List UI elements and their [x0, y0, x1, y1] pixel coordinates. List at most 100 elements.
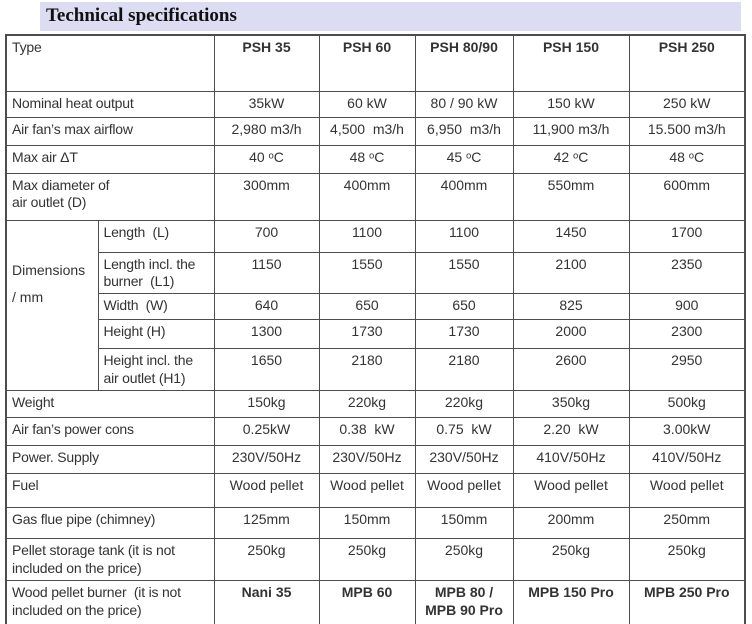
cell-value: 640: [213, 293, 320, 321]
row-label: Air fan’s power cons: [5, 417, 215, 447]
cell-value: 250kg: [213, 538, 320, 581]
row-label: Max air ΔT: [5, 144, 215, 174]
row-label: Pellet storage tank (it is not included …: [5, 538, 215, 581]
table-row: Gas flue pipe (chimney) 125mm 150mm 150m…: [5, 507, 746, 540]
cell-value: 2.20 kW: [512, 417, 630, 447]
cell-value: 350kg: [512, 390, 630, 419]
cell-value: 80 / 90 kW: [414, 90, 514, 118]
table-row: Fuel Wood pellet Wood pellet Wood pellet…: [5, 473, 746, 509]
cell-value: 400mm: [414, 172, 514, 221]
table-row: Nominal heat output 35kW 60 kW 80 / 90 k…: [5, 90, 746, 118]
cell-value: 230V/50Hz: [213, 445, 320, 475]
cell-value: 2100: [512, 251, 630, 295]
cell-value: MPB 250 Pro: [628, 579, 746, 624]
cell-value: 48 ᵒC: [318, 144, 416, 174]
header-product: PSH 35: [213, 34, 320, 92]
cell-value: 1100: [414, 219, 514, 253]
cell-value: 600mm: [628, 172, 746, 221]
cell-value: 1300: [213, 319, 320, 350]
cell-value: 250mm: [628, 507, 746, 540]
cell-value: 1650: [213, 348, 320, 392]
cell-value: 250kg: [628, 538, 746, 581]
header-product: PSH 250: [628, 34, 746, 92]
cell-value: Wood pellet: [512, 473, 630, 509]
cell-value: 150kg: [213, 390, 320, 419]
cell-value: 0.75 kW: [414, 417, 514, 447]
cell-value: 1550: [414, 251, 514, 295]
cell-value: 250kg: [318, 538, 416, 581]
cell-value: 42 ᵒC: [512, 144, 630, 174]
page-title: Technical specifications: [40, 2, 741, 31]
cell-value: 410V/50Hz: [628, 445, 746, 475]
cell-value: 230V/50Hz: [414, 445, 514, 475]
cell-value: 230V/50Hz: [318, 445, 416, 475]
row-label: Gas flue pipe (chimney): [5, 507, 215, 540]
header-product: PSH 150: [512, 34, 630, 92]
header-type-label: Type: [5, 34, 215, 92]
cell-value: 2300: [628, 319, 746, 350]
cell-value: 825: [512, 293, 630, 321]
row-label: Air fan’s max airflow: [5, 116, 215, 146]
dimensions-group-label: Dimensions / mm: [5, 219, 99, 392]
row-label: Wood pellet burner (it is not included o…: [5, 579, 215, 624]
cell-value: 15.500 m3/h: [628, 116, 746, 146]
spec-table: Type PSH 35 PSH 60 PSH 80/90 PSH 150 PSH…: [5, 34, 746, 624]
cell-value: 1730: [414, 319, 514, 350]
cell-value: 150mm: [318, 507, 416, 540]
table-row: Pellet storage tank (it is not included …: [5, 538, 746, 581]
cell-value: 1150: [213, 251, 320, 295]
cell-value: 2950: [628, 348, 746, 392]
cell-value: 250kg: [512, 538, 630, 581]
cell-value: 500kg: [628, 390, 746, 419]
row-label: Fuel: [5, 473, 215, 509]
cell-value: 220kg: [318, 390, 416, 419]
cell-value: 900: [628, 293, 746, 321]
cell-value: MPB 80 / MPB 90 Pro: [414, 579, 514, 624]
cell-value: 2,980 m3/h: [213, 116, 320, 146]
cell-value: 1450: [512, 219, 630, 253]
cell-value: Wood pellet: [318, 473, 416, 509]
table-row: Dimensions / mm Length (L) 700 1100 1100…: [5, 219, 746, 392]
cell-value: 6,950 m3/h: [414, 116, 514, 146]
cell-value: 4,500 m3/h: [318, 116, 416, 146]
cell-value: 11,900 m3/h: [512, 116, 630, 146]
table-row: Wood pellet burner (it is not included o…: [5, 579, 746, 624]
row-label: Max diameter of air outlet (D): [5, 172, 215, 221]
cell-value: 400mm: [318, 172, 416, 221]
cell-value: 300mm: [213, 172, 320, 221]
cell-value: 550mm: [512, 172, 630, 221]
table-row: Air fan’s max airflow 2,980 m3/h 4,500 m…: [5, 116, 746, 146]
row-label: Nominal heat output: [5, 90, 215, 118]
table-row: Width (W) 640 650 650 825 900: [6, 293, 746, 321]
cell-value: Wood pellet: [414, 473, 514, 509]
table-row: Height incl. the air outlet (H1) 1650 21…: [6, 348, 746, 392]
cell-value: 150 kW: [512, 90, 630, 118]
table-row: Max air ΔT 40 ᵒC 48 ᵒC 45 ᵒC 42 ᵒC 48 ᵒC: [5, 144, 746, 174]
cell-value: 0.25kW: [213, 417, 320, 447]
cell-value: 1700: [628, 219, 746, 253]
row-label: Power. Supply: [5, 445, 215, 475]
header-product: PSH 60: [318, 34, 416, 92]
cell-value: Nani 35: [213, 579, 320, 624]
table-row: Height (H) 1300 1730 1730 2000 2300: [6, 319, 746, 350]
cell-value: 200mm: [512, 507, 630, 540]
cell-value: 1730: [318, 319, 416, 350]
cell-value: 0.38 kW: [318, 417, 416, 447]
cell-value: 700: [213, 219, 320, 253]
cell-value: 1100: [318, 219, 416, 253]
cell-value: 125mm: [213, 507, 320, 540]
row-sublabel: Length incl. the burner (L1): [97, 251, 215, 295]
cell-value: 3.00kW: [628, 417, 746, 447]
cell-value: 2000: [512, 319, 630, 350]
cell-value: Wood pellet: [628, 473, 746, 509]
cell-value: 45 ᵒC: [414, 144, 514, 174]
table-row: Max diameter of air outlet (D) 300mm 400…: [5, 172, 746, 221]
table-row: Length incl. the burner (L1) 1150 1550 1…: [6, 251, 746, 295]
cell-value: 2180: [318, 348, 416, 392]
table-row: Air fan’s power cons 0.25kW 0.38 kW 0.75…: [5, 417, 746, 447]
row-sublabel: Height incl. the air outlet (H1): [97, 348, 215, 392]
row-sublabel: Width (W): [97, 293, 215, 321]
cell-value: 48 ᵒC: [628, 144, 746, 174]
row-sublabel: Length (L): [97, 219, 215, 253]
cell-value: 1550: [318, 251, 416, 295]
